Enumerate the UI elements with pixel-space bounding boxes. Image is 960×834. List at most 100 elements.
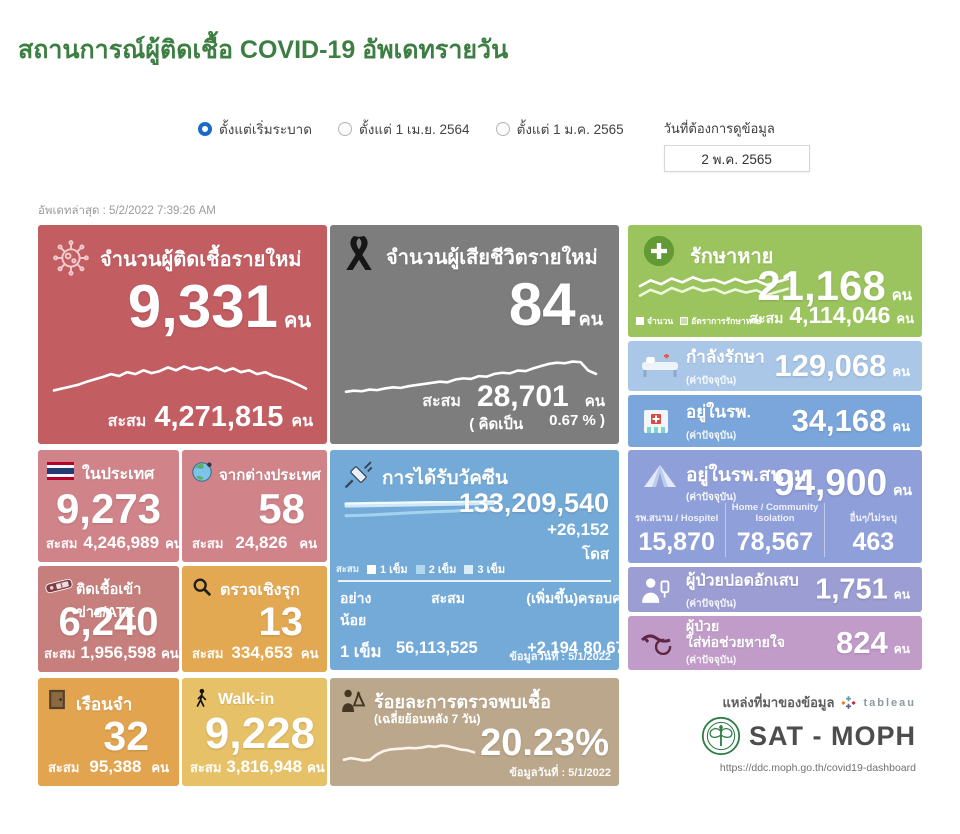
legend-label: 1 เข็ม (379, 564, 408, 576)
new-cases-value: 9,331 (127, 273, 278, 340)
tile-field-hospital: อยู่ในรพ.สนาม (ค่าปัจจุบัน) 94,900 คน รพ… (628, 450, 922, 563)
source-name: SAT - MOPH (749, 720, 916, 751)
atk-test-icon (45, 578, 73, 594)
cumulative-value: 24,826 (235, 533, 288, 552)
radio-label: ตั้งแต่เริ่มระบาด (219, 122, 313, 137)
tile-title: อยู่ในรพ.สนาม (686, 465, 807, 486)
date-input[interactable]: 2 พ.ค. 2565 (663, 145, 810, 172)
tile-subtitle: (ค่าปัจจุบัน) (686, 655, 737, 667)
tile-subtitle: (ค่าปัจจุบัน) (686, 375, 737, 387)
new-cases-sparkline (54, 353, 306, 401)
radio-selected-icon[interactable] (198, 122, 212, 136)
date-value: 2 พ.ค. 2565 (701, 151, 772, 167)
tableau-logo-text: tableau (863, 696, 916, 709)
recovered-value: 21,168 (757, 262, 886, 309)
tile-positive-rate: ร้อยละการตรวจพบเชื้อ (เฉลี่ยย้อนหลัง 7 ว… (330, 678, 619, 786)
unit-label: คน (307, 760, 325, 775)
cumulative-value: 3,816,948 (226, 757, 303, 776)
deaths-value: 84 (508, 271, 576, 338)
tile-title: จากต่างประเทศ (219, 467, 321, 484)
tile-title: ร้อยละการตรวจพบเชื้อ (374, 692, 551, 712)
legend-count-checkbox[interactable]: จำนวน (636, 314, 673, 328)
vaccine-legend: สะสม 1 เข็ม 2 เข็ม 3 เข็ม (336, 560, 505, 578)
divider (338, 580, 611, 582)
cumulative-label: สะสม (192, 536, 224, 551)
unit-label: คน (893, 587, 910, 601)
tile-subtitle: (ค่าปัจจุบัน) (686, 430, 737, 442)
tile-title: การได้รับวัคซีน (382, 468, 508, 489)
syringe-icon (344, 461, 373, 489)
breakdown-label: อื่นๆ/ไม่ระบุ (849, 513, 897, 525)
cumulative-label: สะสม (190, 760, 222, 775)
medical-cross-icon (643, 235, 675, 267)
breakdown-col-other: อื่นๆ/ไม่ระบุ 463 (823, 503, 922, 557)
tile-from-abroad: จากต่างประเทศ 58 สะสม 24,826 คน (182, 450, 327, 562)
tile-title: จำนวนผู้เสียชีวิตรายใหม่ (386, 247, 598, 269)
tile-recovered: รักษาหาย 21,168 คน จำนวน อัตราการรักษาหา… (628, 225, 922, 337)
recovered-sparkline (640, 269, 788, 307)
unit-label: คน (161, 646, 179, 661)
legend-dose-1[interactable]: 1 เข็ม (366, 560, 408, 578)
legend-dose-2[interactable]: 2 เข็ม (415, 560, 457, 578)
unit-label: คน (300, 646, 319, 661)
source-identity: SAT - MOPH (628, 716, 916, 756)
legend-label: 3 เข็ม (477, 564, 506, 576)
unit-label: คน (578, 309, 603, 329)
dashboard-grid: จำนวนผู้ติดเชื้อรายใหม่ 9,331 คน สะสม 4,… (38, 225, 922, 786)
tile-walkin: Walk-in 9,228 สะสม 3,816,948 คน (182, 678, 327, 786)
death-rate-value: 0.67 % ) (549, 412, 605, 429)
tile-subtitle: (ค่าปัจจุบัน) (686, 492, 737, 503)
tile-title: ผู้ป่วยปอดอักเสบ (686, 572, 799, 589)
breakdown-label: รพ.สนาม / Hospitel (635, 513, 719, 525)
legend-rate-checkbox[interactable]: อัตราการรักษาหาย (680, 314, 761, 328)
source-label: แหล่งที่มาของข้อมูล (722, 695, 835, 710)
radio-since-apr-2021[interactable]: ตั้งแต่ 1 เม.ย. 2564 (338, 118, 470, 140)
tile-title: ผู้ป่วย (686, 617, 720, 634)
tile-new-deaths: จำนวนผู้เสียชีวิตรายใหม่ 84 คน สะสม 28,7… (330, 225, 619, 444)
vaccine-table: อย่างน้อย สะสม (เพิ่มขึ้น) ครอบคลุม 1 เข… (340, 588, 619, 670)
tile-ventilator: ผู้ป่วย ใส่ท่อช่วยหายใจ (ค่าปัจจุบัน) 82… (628, 616, 922, 670)
tile-treating: กำลังรักษา (ค่าปัจจุบัน) 129,068 คน (628, 341, 922, 391)
tile-title: ตรวจเชิงรุก (220, 582, 300, 599)
pneumonia-patient-icon (642, 577, 670, 603)
radio-unselected-icon[interactable] (495, 122, 510, 136)
prison-door-icon (49, 689, 65, 710)
source-header: แหล่งที่มาของข้อมูล tableau (628, 692, 916, 713)
breakdown-col-home-isolation: Home / Community Isolation 78,567 (725, 502, 823, 557)
checkbox-icon[interactable] (680, 317, 689, 325)
tile-title: รักษาหาย (690, 246, 774, 268)
unit-label: คน (584, 393, 605, 410)
breakdown-value: 463 (852, 528, 895, 556)
domestic-value: 9,273 (55, 485, 162, 532)
death-rate-row: ( คิดเป็น 0.67 % ) (469, 412, 605, 436)
filter-bar: ตั้งแต่เริ่มระบาด ตั้งแต่ 1 เม.ย. 2564 ต… (198, 118, 810, 172)
legend-swatch (464, 564, 474, 574)
ventilator-value: 824 (836, 625, 888, 660)
last-update-text: อัพเดทล่าสุด : 5/2/2022 7:39:26 AM (38, 205, 216, 217)
hospital-building-icon (644, 410, 668, 433)
positive-rate-sparkline (344, 736, 474, 770)
date-filter-label: วันที่ต้องการดูข้อมูล (663, 121, 775, 136)
checkbox-icon[interactable] (636, 317, 644, 325)
virus-icon (53, 240, 89, 276)
mourning-ribbon-icon (346, 236, 372, 270)
table-cell: 56,113,525 (396, 639, 478, 657)
column-header: ครอบคลุม (578, 590, 619, 606)
radio-unselected-icon[interactable] (338, 122, 353, 136)
column-header: (เพิ่มขึ้น) (526, 590, 578, 606)
field-hospital-value: 94,900 (773, 462, 888, 503)
field-hospital-breakdown: รพ.สนาม / Hospitel 15,870 Home / Communi… (628, 502, 922, 557)
tile-in-hospital: อยู่ในรพ. (ค่าปัจจุบัน) 34,168 คน (628, 395, 922, 447)
legend-label: 2 เข็ม (428, 564, 457, 576)
breakdown-label: Home / Community Isolation (731, 502, 819, 525)
tile-atk: ติดเชื้อเข้าข่าย/ATK 6,240 สะสม 1,956,59… (38, 566, 179, 672)
radio-since-outbreak[interactable]: ตั้งแต่เริ่มระบาด (198, 118, 312, 140)
breakdown-col-hospitel: รพ.สนาม / Hospitel 15,870 (628, 503, 725, 557)
tile-title-line2: ใส่ท่อช่วยหายใจ (686, 634, 785, 650)
radio-since-jan-2022[interactable]: ตั้งแต่ 1 ม.ค. 2565 (495, 118, 624, 140)
legend-dose-3[interactable]: 3 เข็ม (464, 560, 505, 578)
unit-label: โดส (582, 546, 609, 563)
unit-label: คน (892, 419, 910, 434)
source-url-link[interactable]: https://ddc.moph.go.th/covid19-dashboard (719, 762, 916, 774)
